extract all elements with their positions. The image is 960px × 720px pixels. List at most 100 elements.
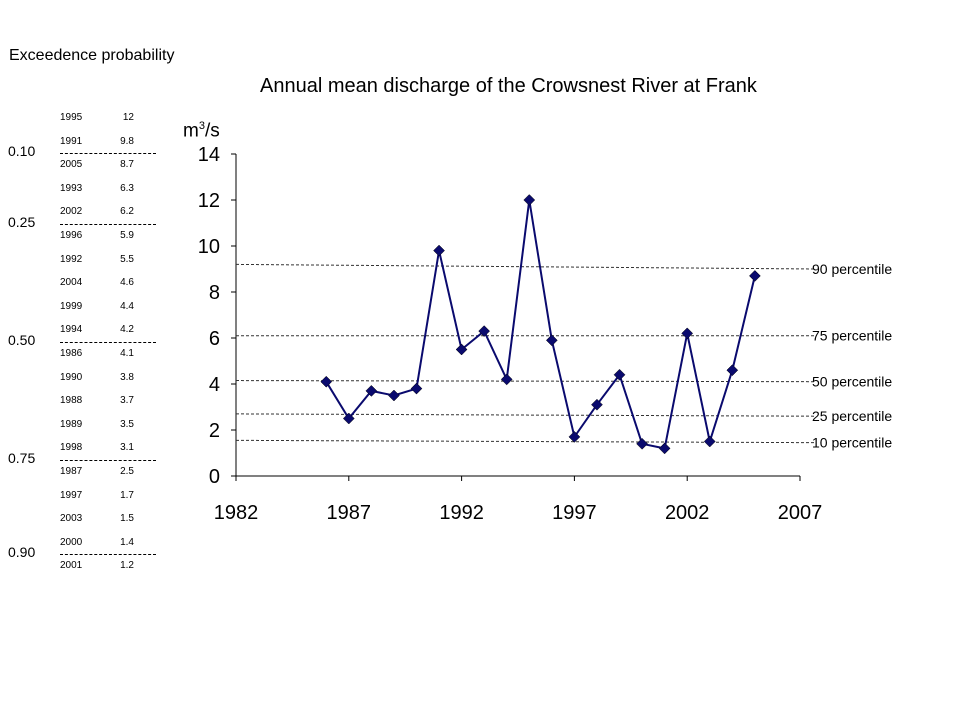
y-tick-label: 14	[198, 144, 220, 166]
probability-divider	[60, 224, 156, 225]
table-row: 1996 5.9	[60, 230, 140, 244]
percentile-label: 90 percentile	[812, 261, 892, 277]
table-row-year: 2003	[60, 513, 83, 525]
table-row: 1994 4.2	[60, 324, 140, 338]
y-tick-label: 6	[209, 328, 220, 350]
table-row: 1993 6.3	[60, 183, 140, 197]
table-row-year: 2000	[60, 536, 83, 548]
discharge-series-line	[325, 199, 756, 450]
table-row-year: 1993	[60, 182, 83, 194]
y-tick-label: 0	[209, 466, 220, 488]
table-row-value: 6.3	[120, 182, 134, 194]
y-axis-label-unit: /s	[204, 120, 220, 142]
data-point-marker	[681, 327, 694, 340]
table-row-value: 4.1	[120, 348, 134, 359]
table-row: 2002 6.2	[60, 206, 140, 220]
y-axis-label-exponent: 3	[198, 120, 205, 132]
percentile-label: 25 percentile	[812, 408, 892, 424]
table-row-year: 2005	[60, 159, 83, 171]
table-row-value: 8.7	[120, 159, 134, 171]
probability-divider	[60, 153, 156, 155]
data-point-marker	[591, 398, 603, 411]
probability-label: 0.75	[8, 450, 36, 466]
probability-label: 0.10	[8, 143, 36, 160]
table-row-year: 2002	[60, 206, 83, 218]
table-row: 2004 4.6	[60, 277, 140, 291]
table-row-value: 9.8	[120, 135, 134, 147]
table-row-value: 5.9	[120, 230, 134, 241]
data-point-marker	[342, 412, 355, 425]
table-row: 2003 1.5	[60, 513, 140, 527]
x-tick-label: 1997	[552, 502, 597, 524]
percentile-label: 10 percentile	[812, 435, 892, 451]
percentile-line	[235, 439, 816, 444]
table-row-year: 1996	[60, 230, 83, 241]
x-tick-label: 1982	[214, 502, 259, 524]
percentile-line	[235, 380, 816, 383]
percentile-label: 75 percentile	[812, 328, 892, 344]
data-point-marker	[365, 385, 378, 397]
probability-label: 0.90	[8, 544, 36, 561]
table-row-year: 1987	[60, 466, 83, 477]
table-row: 1997 1.7	[60, 490, 140, 504]
table-row: 1987 2.5	[60, 466, 140, 480]
table-row-year: 1992	[60, 253, 83, 265]
table-row-value: 4.2	[120, 324, 134, 336]
table-row: 1998 3.1	[60, 442, 140, 456]
table-row-year: 1991	[60, 135, 83, 147]
table-row-year: 1999	[60, 300, 83, 312]
table-row-year: 1990	[60, 371, 83, 383]
data-point-marker	[658, 442, 671, 455]
y-tick-label: 10	[198, 236, 220, 258]
table-row: 1986 4.1	[60, 348, 140, 362]
table-row-year: 2001	[60, 560, 83, 572]
table-row: 1988 3.7	[60, 395, 140, 409]
table-row-year: 2004	[60, 277, 83, 289]
table-row-year: 1989	[60, 418, 83, 430]
data-point-marker	[545, 334, 558, 347]
chart-title: Annual mean discharge of the Crowsnest R…	[260, 75, 757, 97]
table-row-year: 1997	[60, 489, 83, 501]
data-point-marker	[749, 270, 761, 282]
table-row: 2001 1.2	[60, 560, 140, 574]
data-point-marker	[500, 373, 513, 386]
table-row-value: 4.4	[120, 300, 134, 312]
x-tick-label: 1992	[439, 502, 484, 524]
y-tick-label: 12	[198, 190, 220, 212]
table-row-value: 6.2	[120, 206, 134, 218]
table-row: 1991 9.8	[60, 136, 140, 150]
table-row-value: 1.2	[120, 560, 134, 572]
table-row-year: 1998	[60, 442, 83, 454]
table-row-value: 3.5	[120, 418, 134, 430]
data-point-marker	[636, 437, 648, 450]
data-point-marker	[320, 375, 333, 388]
table-row-year: 1988	[60, 395, 83, 407]
table-row-year: 1986	[60, 348, 83, 359]
data-point-marker	[433, 244, 445, 257]
data-point-marker	[388, 389, 400, 402]
data-point-marker	[568, 431, 581, 443]
data-point-marker	[726, 364, 739, 377]
x-tick-label: 2002	[665, 502, 710, 524]
probability-divider	[60, 342, 156, 343]
table-row: 1990 3.8	[60, 372, 140, 386]
data-point-marker	[410, 382, 423, 395]
y-tick-label: 8	[209, 282, 220, 304]
percentile-line	[235, 413, 816, 417]
probability-label: 0.25	[8, 214, 36, 230]
y-axis-label-main: m	[183, 120, 199, 142]
table-row: 1992 5.5	[60, 254, 140, 268]
data-point-marker	[613, 368, 626, 381]
table-row-value: 2.5	[120, 466, 134, 477]
exceedence-probability-title: Exceedence probability	[9, 47, 175, 64]
y-axis-label: m3/s	[183, 120, 220, 142]
table-row: 1999 4.4	[60, 301, 140, 315]
table-row-value: 1.4	[120, 536, 134, 548]
y-tick-label: 4	[209, 374, 220, 396]
data-point-marker	[455, 343, 468, 356]
table-row-value: 3.7	[120, 395, 134, 407]
percentile-label: 50 percentile	[812, 374, 892, 390]
table-row: 2000 1.4	[60, 537, 140, 551]
table-row-value: 12	[122, 112, 134, 123]
